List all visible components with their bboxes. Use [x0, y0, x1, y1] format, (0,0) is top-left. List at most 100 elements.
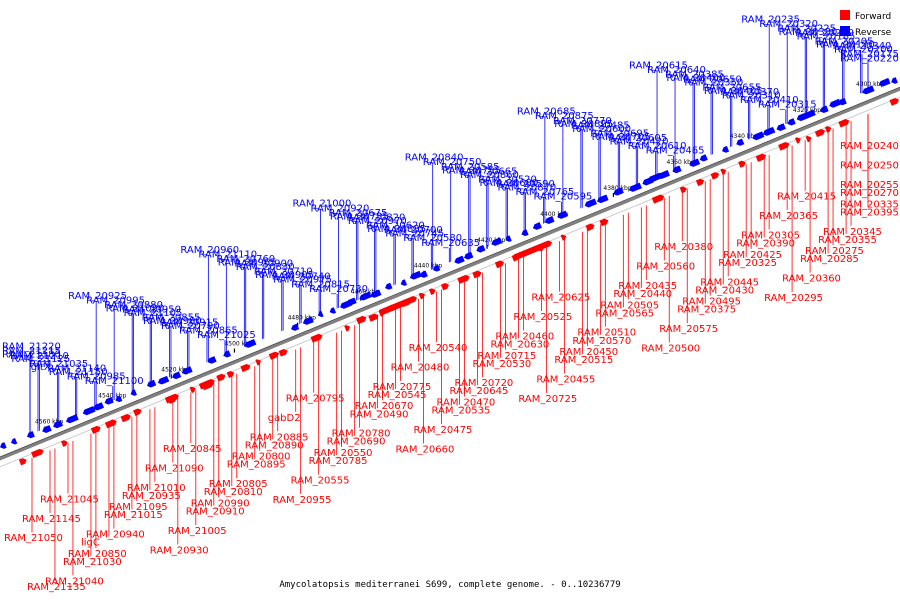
reverse-gene-arrow: [10, 437, 18, 445]
forward-gene-label: RAM_20430: [695, 285, 754, 296]
reverse-gene-label: RAM_20590: [496, 179, 555, 190]
forward-gene-label: RAM_20360: [782, 274, 841, 285]
forward-gene-label: RAM_20555: [291, 475, 350, 486]
reverse-gene-arrow: [66, 414, 79, 424]
forward-gene-arrow: [738, 160, 746, 168]
reverse-gene-label: RAM_20485: [571, 120, 630, 131]
reverse-gene-label: RAM_20665: [459, 166, 518, 177]
reverse-gene-block: [648, 172, 663, 183]
reverse-gene-arrow: [53, 420, 64, 429]
tick-label: 4380 kbp: [603, 185, 631, 192]
forward-gene-arrow: [344, 325, 351, 332]
reverse-gene-arrow: [891, 77, 898, 84]
forward-gene-label: RAM_20255: [840, 180, 899, 191]
forward-gene-label: RAM_21040: [45, 576, 104, 587]
forward-gene-label: RAM_20375: [677, 305, 736, 316]
reverse-gene-arrow: [385, 282, 393, 290]
reverse-gene-label: RAM_20520: [478, 174, 537, 185]
forward-gene-block: [164, 393, 179, 404]
reverse-gene-arrow: [721, 145, 730, 153]
forward-gene-label: RAM_20470: [436, 398, 495, 409]
forward-gene-arrow: [310, 333, 323, 343]
reverse-gene-label: RAM_20595: [533, 192, 592, 203]
reverse-gene-label: RAM_20310: [722, 90, 781, 101]
reverse-gene-arrow: [290, 323, 300, 331]
reverse-gene-arrow: [181, 366, 193, 375]
reverse-gene-label: RAM_21035: [29, 359, 88, 370]
forward-gene-arrow: [457, 274, 470, 284]
label-leaders: [29, 24, 869, 581]
reverse-gene-arrow: [584, 198, 597, 208]
forward-gene-arrow: [838, 119, 850, 128]
reverse-gene-label: RAM_20655: [702, 82, 761, 93]
forward-gene-label: RAM_20660: [396, 444, 455, 455]
forward-gene-arrow: [720, 168, 727, 175]
reverse-gene-label: RAM_21180: [2, 350, 61, 361]
reverse-gene-arrow: [464, 251, 474, 260]
forward-gene-label: RAM_20785: [309, 456, 368, 467]
reverse-gene-label: RAM_20765: [515, 187, 574, 198]
forward-gene-arrow: [679, 186, 687, 194]
reverse-gene-label: RAM_20385: [665, 70, 724, 81]
forward-gene-arrow: [599, 218, 609, 227]
reverse-gene-label: RAM_20835: [367, 224, 426, 235]
reverse-gene-label: RAM_21220: [2, 342, 61, 353]
reverse-gene-label: RAM_20620: [366, 221, 425, 232]
reverse-gene-label: RAM_20815: [291, 279, 350, 290]
reverse-gene-arrow: [115, 395, 123, 403]
reverse-gene-label: RAM_20750: [423, 157, 482, 168]
tick-label: 4420 kbp: [477, 237, 505, 244]
reverse-gene-arrow: [752, 131, 765, 141]
reverse-gene-arrow: [207, 356, 217, 364]
forward-gene-block: [378, 295, 417, 316]
forward-gene-label: RAM_20305: [741, 230, 800, 241]
forward-gene-label: RAM_21050: [4, 533, 63, 544]
forward-gene-label: RAM_20795: [286, 394, 345, 405]
forward-gene-label: RAM_20250: [840, 161, 899, 172]
reverse-gene-arrow: [829, 98, 842, 108]
forward-gene-arrow: [189, 386, 196, 394]
forward-gene-label: RAM_20850: [68, 549, 127, 560]
reverse-gene-label: RAM_21210: [10, 351, 69, 362]
forward-gene-arrow: [710, 172, 720, 180]
reverse-gene-label: RAM_20410: [740, 95, 799, 106]
forward-gene-label: RAM_20345: [823, 227, 882, 238]
forward-gene-label: RAM_20475: [414, 425, 473, 436]
reverse-gene-label: RAM_20400: [666, 73, 725, 84]
forward-gene-label: RAM_20525: [513, 312, 572, 323]
forward-gene-arrow: [18, 458, 27, 466]
backbone-edge: [0, 86, 900, 458]
backbone-line: [0, 87, 900, 461]
forward-gene-arrow: [278, 349, 288, 357]
reverse-gene-label: RAM_21140: [47, 363, 106, 374]
reverse-gene-arrow: [0, 442, 7, 449]
forward-gene-label: RAM_20780: [332, 429, 391, 440]
forward-gene-arrow: [585, 223, 595, 232]
forward-gene-label: RAM_20990: [191, 499, 250, 510]
legend-reverse-swatch: [840, 26, 850, 36]
forward-gene-label: RAM_20270: [840, 188, 899, 199]
reverse-gene-label: RAM_20870: [497, 183, 556, 194]
reverse-gene-label: RAM_20995: [86, 295, 145, 306]
reverse-gene-label: RAM_21215: [2, 346, 61, 357]
reverse-gene-arrow: [776, 123, 786, 132]
reverse-gene-arrow: [42, 425, 52, 433]
forward-gene-label: RAM_20550: [314, 448, 373, 459]
reverse-gene-label: RAM_20315: [758, 100, 817, 111]
reverse-gene-label: RAM_20880: [104, 300, 163, 311]
reverse-gene-arrow: [838, 97, 847, 106]
forward-gene-label: RAM_20240: [840, 141, 899, 152]
reverse-gene-label: RAM_21150: [49, 367, 108, 378]
reverse-gene-arrow: [787, 118, 796, 126]
reverse-gene-label: RAM_20970: [348, 216, 407, 227]
forward-gene-arrow: [368, 313, 379, 322]
forward-gene-arrow: [889, 97, 899, 106]
reverse-gene-label: RAM_20170: [816, 40, 875, 51]
reverse-gene-arrow: [628, 182, 642, 192]
forward-gene-arrow: [31, 448, 44, 458]
reverse-gene-label: RAM_20865: [179, 325, 238, 336]
reverse-gene-arrow: [454, 255, 465, 264]
reverse-gene-label: RAM_20585: [441, 162, 500, 173]
reverse-gene-label: RAM_20960: [180, 245, 239, 256]
